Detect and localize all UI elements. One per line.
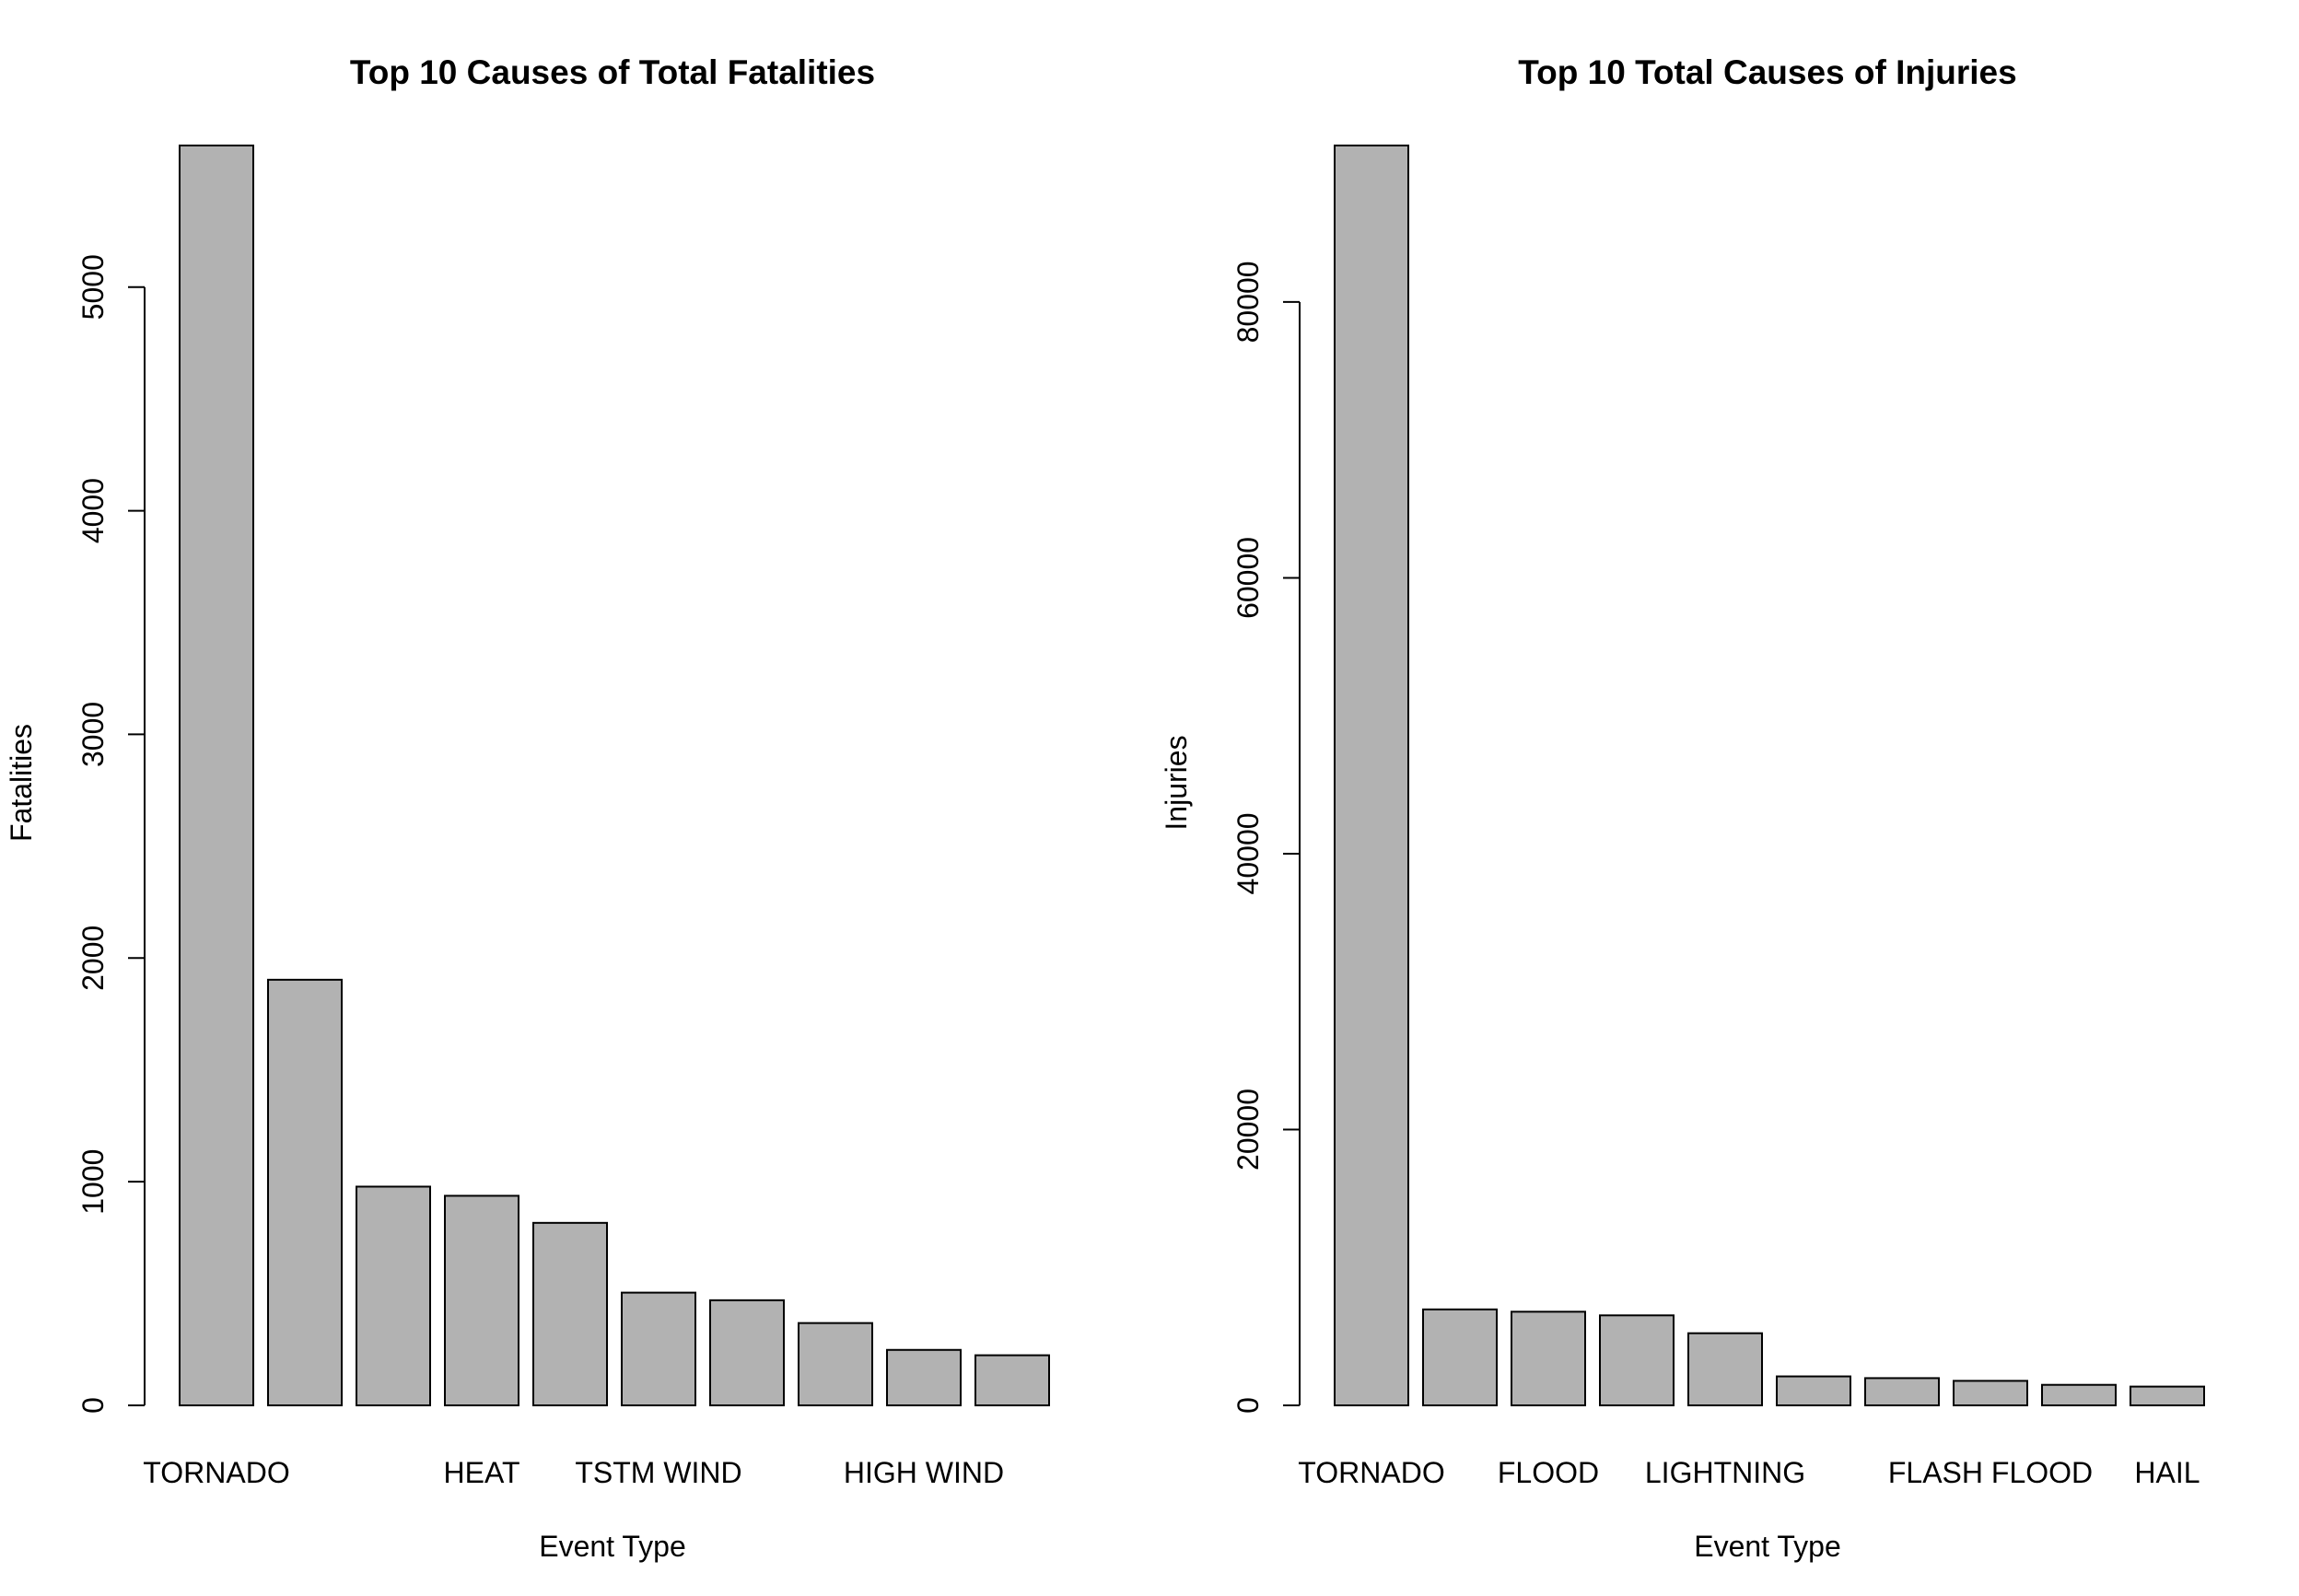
- y-tick-label: 4000: [76, 478, 110, 543]
- x-tick-label: HEAT: [444, 1456, 520, 1489]
- fatalities-chart-panel: Top 10 Causes of Total Fatalities Event …: [5, 53, 1050, 1563]
- x-tick-label: HAIL: [2134, 1456, 2200, 1489]
- bar: [974, 1354, 1050, 1407]
- bar: [1334, 145, 1409, 1406]
- bar: [1776, 1375, 1851, 1406]
- bar: [1687, 1332, 1763, 1407]
- bar: [1864, 1377, 1940, 1407]
- bar: [532, 1221, 608, 1407]
- y-axis-label: Injuries: [1160, 735, 1193, 830]
- y-tick-label: 20000: [1231, 1089, 1265, 1171]
- x-tick-label: LIGHTNING: [1645, 1456, 1805, 1489]
- y-axis-label: Fatalities: [5, 724, 38, 842]
- injuries-chart-panel: Top 10 Total Causes of Injuries Event Ty…: [1160, 53, 2205, 1563]
- bar: [267, 978, 343, 1406]
- bar: [798, 1322, 873, 1407]
- bar: [1422, 1308, 1498, 1406]
- y-tick-label: 60000: [1231, 537, 1265, 619]
- x-axis-label: Event Type: [539, 1530, 686, 1563]
- x-tick-label: TSTM WIND: [575, 1456, 741, 1489]
- bar: [1953, 1380, 2028, 1406]
- bar: [886, 1348, 962, 1407]
- y-tick-label: 0: [76, 1397, 110, 1414]
- bar: [621, 1291, 696, 1407]
- chart-title: Top 10 Total Causes of Injuries: [1518, 53, 2016, 91]
- y-tick-label: 3000: [76, 702, 110, 767]
- y-tick-label: 40000: [1231, 812, 1265, 894]
- x-tick-label: FLOOD: [1498, 1456, 1599, 1489]
- y-tick-label: 2000: [76, 926, 110, 991]
- x-tick-label: TORNADO: [1298, 1456, 1444, 1489]
- bar: [179, 145, 254, 1406]
- y-tick-label: 80000: [1231, 261, 1265, 343]
- bar: [709, 1299, 785, 1406]
- bar: [356, 1185, 431, 1406]
- bar: [2130, 1385, 2205, 1407]
- bar: [1599, 1314, 1675, 1407]
- bar: [2041, 1383, 2117, 1407]
- bar: [444, 1194, 519, 1406]
- y-tick-label: 0: [1231, 1397, 1265, 1414]
- x-tick-label: HIGH WIND: [844, 1456, 1004, 1489]
- y-tick-label: 1000: [76, 1149, 110, 1215]
- bar: [1511, 1311, 1586, 1406]
- x-axis-label: Event Type: [1694, 1530, 1841, 1563]
- y-tick-label: 5000: [76, 254, 110, 320]
- x-tick-label: TORNADO: [143, 1456, 289, 1489]
- chart-title: Top 10 Causes of Total Fatalities: [350, 53, 875, 91]
- x-tick-label: FLASH FLOOD: [1888, 1456, 2093, 1489]
